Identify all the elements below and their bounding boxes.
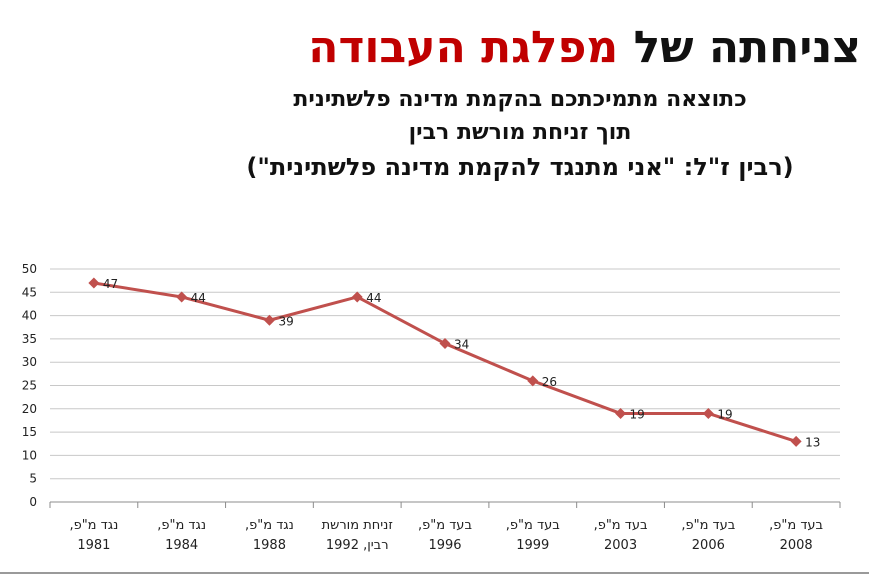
subtitle-quote: (רבין ז"ל: "אני מתנגד להקמת מדינה פלשתינ…: [246, 153, 794, 181]
x-tick-label: זניחת מורשת: [322, 518, 393, 533]
data-point-marker: [351, 291, 363, 303]
y-tick-label: 30: [22, 355, 37, 369]
title-part-black: צניחתה של: [633, 22, 861, 73]
data-point-marker: [702, 407, 714, 419]
x-tick-label: בעד מ"פ,: [506, 518, 560, 533]
y-tick-label: 50: [22, 262, 37, 276]
x-tick-label: 1999: [516, 538, 549, 553]
data-label: 34: [454, 338, 469, 352]
x-tick-label: בעד מ"פ,: [594, 518, 648, 533]
y-tick-label: 10: [22, 448, 37, 462]
y-tick-label: 25: [22, 379, 37, 393]
x-tick-label: 2008: [780, 538, 813, 553]
subtitle-line-1: כתוצאה מתמיכתכם בהקמת מדינה פלשתינית: [293, 87, 747, 112]
data-point-marker: [176, 291, 188, 303]
data-label: 19: [630, 407, 645, 421]
x-tick-label: 2006: [692, 538, 725, 553]
x-tick-label: נגד מ"פ,: [69, 518, 118, 533]
y-tick-label: 40: [22, 309, 37, 323]
x-tick-label: נגד מ"פ,: [245, 518, 294, 533]
x-tick-label: בעד מ"פ,: [769, 518, 823, 533]
data-point-marker: [88, 277, 100, 289]
data-label: 13: [805, 435, 820, 449]
x-tick-label: 2003: [604, 538, 637, 553]
x-tick-label: רבין, 1992: [326, 538, 389, 553]
subtitle-line-2: תוך זניחת מורשת רבין: [408, 120, 632, 145]
data-label: 26: [542, 375, 557, 389]
data-point-marker: [615, 407, 627, 419]
data-point-marker: [790, 435, 802, 447]
y-tick-label: 45: [22, 285, 37, 299]
x-tick-label: בעד מ"פ,: [418, 518, 472, 533]
data-label: 19: [717, 407, 732, 421]
y-tick-label: 20: [22, 402, 37, 416]
x-tick-label: 1996: [428, 538, 461, 553]
y-tick-label: 15: [22, 425, 37, 439]
y-tick-label: 35: [22, 332, 37, 346]
x-tick-label: 1981: [77, 538, 110, 553]
data-point-marker: [527, 375, 539, 387]
x-tick-label: 1984: [165, 538, 198, 553]
data-label: 44: [191, 291, 206, 305]
data-point-marker: [263, 314, 275, 326]
y-tick-label: 5: [29, 472, 37, 486]
bottom-divider: [0, 572, 869, 574]
data-label: 47: [103, 277, 118, 291]
data-label: 39: [278, 314, 293, 328]
x-tick-label: 1988: [253, 538, 286, 553]
line-chart: 0 5 10 15 20 25 30 35 40 45 50 נגד מ"פ, 1981 נגד מ"פ,…: [22, 262, 841, 553]
data-label: 44: [366, 291, 381, 305]
slide-title: צניחתה של מפלגת העבודה: [308, 18, 861, 78]
x-tick-label: בעד מ"פ,: [681, 518, 735, 533]
y-tick-label: 0: [29, 495, 37, 509]
title-part-red: מפלגת העבודה: [308, 22, 619, 73]
data-point-marker: [439, 338, 451, 350]
x-tick-label: נגד מ"פ,: [157, 518, 206, 533]
